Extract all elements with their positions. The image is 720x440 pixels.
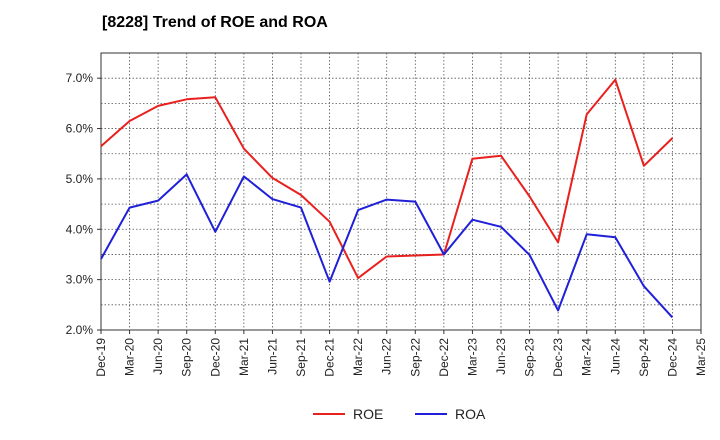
plot-area [101,53,701,330]
x-tick-label: Mar-22 [351,338,365,376]
x-tick-label: Dec-20 [208,338,222,377]
y-tick-label: 7.0% [66,71,94,85]
x-tick-label: Dec-24 [665,338,679,377]
x-tick-label: Jun-24 [608,338,622,375]
x-tick-label: Jun-23 [494,338,508,375]
x-tick-label: Jun-21 [265,338,279,375]
x-tick-label: Sep-21 [294,338,308,377]
y-tick-label: 5.0% [66,172,94,186]
x-tick-label: Sep-22 [408,338,422,377]
x-tick-label: Dec-19 [94,338,108,377]
y-tick-label: 4.0% [66,222,94,236]
x-tick-label: Dec-22 [437,338,451,377]
x-tick-label: Mar-23 [465,338,479,376]
series-line-roe [100,78,674,280]
x-tick-label: Dec-23 [551,338,565,377]
series-line-roa [100,173,674,319]
y-tick-label: 6.0% [66,122,94,136]
x-tick-label: Sep-24 [637,338,651,377]
x-tick-label: Mar-25 [694,338,708,376]
x-tick-label: Jun-20 [151,338,165,375]
x-tick-label: Dec-21 [323,338,337,377]
x-tick-label: Sep-20 [180,338,194,377]
x-tick-label: Jun-22 [380,338,394,375]
x-tick-label: Mar-20 [123,338,137,376]
chart-title: [8228] Trend of ROE and ROA [102,14,328,31]
legend-label-roe: ROE [353,406,383,422]
legend-label-roa: ROA [455,406,486,422]
x-tick-label: Sep-23 [523,338,537,377]
x-tick-label: Mar-21 [237,338,251,376]
x-tick-label: Mar-24 [580,338,594,376]
y-tick-label: 3.0% [66,273,94,287]
y-tick-label: 2.0% [66,323,94,337]
plot-border [100,52,702,331]
